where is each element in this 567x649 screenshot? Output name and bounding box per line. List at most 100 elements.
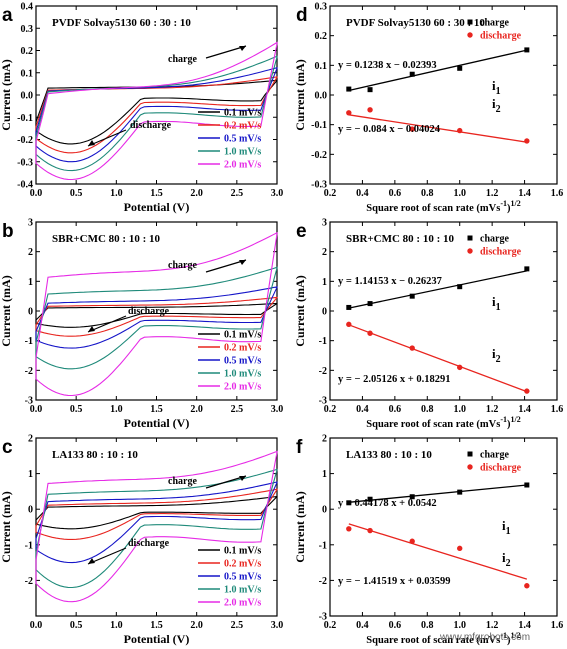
x-tick-label: 2.0 — [190, 620, 203, 631]
panel-a: 0.0 0.5 1.0 1.5 2.0 2.5 3.0 -0.4 -0.3 -0.2 -0.1 0.0… — [0, 2, 283, 215]
legend-label: 0.1 mV/s — [224, 546, 261, 557]
point-discharge — [367, 527, 373, 534]
y-tick-label: 0.2 — [315, 31, 328, 42]
y-tick-label: -0.1 — [311, 120, 327, 131]
panel-letter: d — [296, 5, 308, 26]
x-axis-label: Square root of scan rate (mVs-1)1/2 — [366, 199, 520, 214]
charge-arrow — [205, 45, 247, 59]
current-label-charge: i1 — [502, 518, 511, 537]
discharge-arrow-head — [88, 326, 95, 332]
y-axis-label: Current (mA) — [0, 275, 13, 346]
y-axis-label: Current (mA) — [293, 59, 307, 130]
x-tick-label: 0.0 — [30, 620, 43, 631]
discharge-arrow — [87, 547, 127, 565]
point-discharge — [367, 330, 373, 336]
x-tick-label: 1.5 — [150, 620, 163, 631]
legend-marker-discharge — [467, 248, 473, 254]
fit-equation-charge: y = 1.14153 x − 0.26237 — [338, 276, 442, 287]
fit-equation-discharge: y = − 2.05126 x + 0.18291 — [338, 374, 450, 385]
y-tick-label: 1 — [322, 469, 327, 480]
legend-label: 0.1 mV/s — [224, 108, 261, 119]
legend-label: 0.5 mV/s — [224, 572, 261, 583]
point-discharge — [409, 126, 415, 132]
x-tick-label: 0.5 — [70, 620, 83, 631]
fit-line-discharge — [348, 114, 527, 143]
chart-title: SBR+CMC 80 : 10 : 10 — [346, 233, 455, 245]
y-axis-label: Current (mA) — [293, 491, 307, 562]
panel-letter: e — [296, 221, 307, 242]
cv-curve-1 — [35, 488, 278, 540]
point-discharge — [409, 538, 415, 544]
x-tick-label: 0.0 — [30, 188, 43, 199]
legend-label: 0.2 mV/s — [224, 121, 261, 132]
legend-label-charge: charge — [480, 234, 509, 245]
x-tick-label: 1.0 — [110, 404, 123, 415]
point-discharge — [524, 388, 530, 394]
point-charge — [457, 284, 463, 290]
x-tick-label: 1.6 — [551, 620, 564, 631]
point-discharge — [524, 583, 530, 589]
point-charge — [524, 47, 530, 53]
y-tick-label: -2 — [319, 576, 327, 587]
x-axis-label: Square root of scan rate (mVs-1)1/2 — [366, 415, 520, 430]
legend-label-discharge: discharge — [480, 247, 522, 258]
cv-curve-0 — [35, 79, 278, 145]
annotation-charge: charge — [168, 260, 197, 271]
current-label-charge: i1 — [492, 78, 501, 97]
fit-equation-discharge: y = − 0.084 x − 0.04024 — [338, 124, 441, 135]
x-tick-label: 1.0 — [453, 404, 466, 415]
x-axis-label: Square root of scan rate (mVs-1)1/2 — [366, 631, 520, 646]
legend-label: 1.0 mV/s — [224, 147, 261, 158]
y-tick-label: 0.1 — [21, 68, 34, 79]
x-tick-label: 1.2 — [486, 404, 499, 415]
point-charge — [367, 496, 373, 502]
discharge-arrow-head — [88, 140, 95, 146]
x-tick-label: 1.2 — [486, 188, 499, 199]
x-tick-label: 1.6 — [551, 188, 564, 199]
y-tick-label: -2 — [25, 366, 33, 377]
legend-label: 2.0 mV/s — [224, 598, 261, 609]
current-label-discharge: i2 — [502, 550, 511, 569]
x-tick-label: 0.2 — [324, 404, 337, 415]
x-tick-label: 1.0 — [453, 188, 466, 199]
point-charge — [346, 500, 352, 506]
y-axis-label: Current (mA) — [293, 275, 307, 346]
legend-label: 2.0 mV/s — [224, 160, 261, 171]
x-tick-label: 1.0 — [110, 188, 123, 199]
fit-line-discharge — [348, 324, 528, 393]
x-axis-label: Potential (V) — [124, 200, 190, 214]
cv-curve-4 — [35, 231, 278, 397]
x-tick-label: 0.8 — [421, 620, 434, 631]
y-axis-label: Current (mA) — [0, 59, 13, 130]
legend-marker-charge — [467, 19, 473, 25]
cv-curve-2 — [35, 481, 278, 564]
y-tick-label: -0.2 — [17, 135, 33, 146]
legend-marker-charge — [467, 235, 473, 241]
panel-letter: c — [2, 437, 13, 458]
y-tick-label: -1 — [319, 336, 327, 347]
point-charge — [409, 71, 415, 77]
point-discharge — [409, 345, 415, 351]
current-label-discharge: i2 — [492, 346, 501, 365]
charge-arrow — [205, 259, 247, 273]
panel-letter: b — [2, 221, 14, 242]
x-tick-label: 1.5 — [150, 188, 163, 199]
y-tick-label: 0.1 — [315, 61, 328, 72]
legend-marker-discharge — [467, 464, 473, 470]
cv-curve-3 — [35, 266, 278, 370]
y-tick-label: 3 — [322, 218, 327, 229]
annotation-discharge: discharge — [128, 538, 170, 549]
x-tick-label: 3.0 — [271, 404, 284, 415]
y-tick-label: 2 — [28, 434, 33, 445]
y-tick-label: -3 — [25, 396, 33, 407]
annotation-charge: charge — [168, 54, 197, 65]
x-axis-label: Potential (V) — [124, 416, 190, 430]
cv-curve-1 — [35, 296, 278, 337]
x-tick-label: 0.4 — [356, 188, 369, 199]
chart-title: SBR+CMC 80 : 10 : 10 — [52, 233, 161, 245]
discharge-arrow-head — [88, 558, 95, 564]
x-tick-label: 0.6 — [389, 188, 402, 199]
cv-curve-3 — [35, 468, 278, 589]
y-tick-label: -0.4 — [17, 180, 33, 191]
